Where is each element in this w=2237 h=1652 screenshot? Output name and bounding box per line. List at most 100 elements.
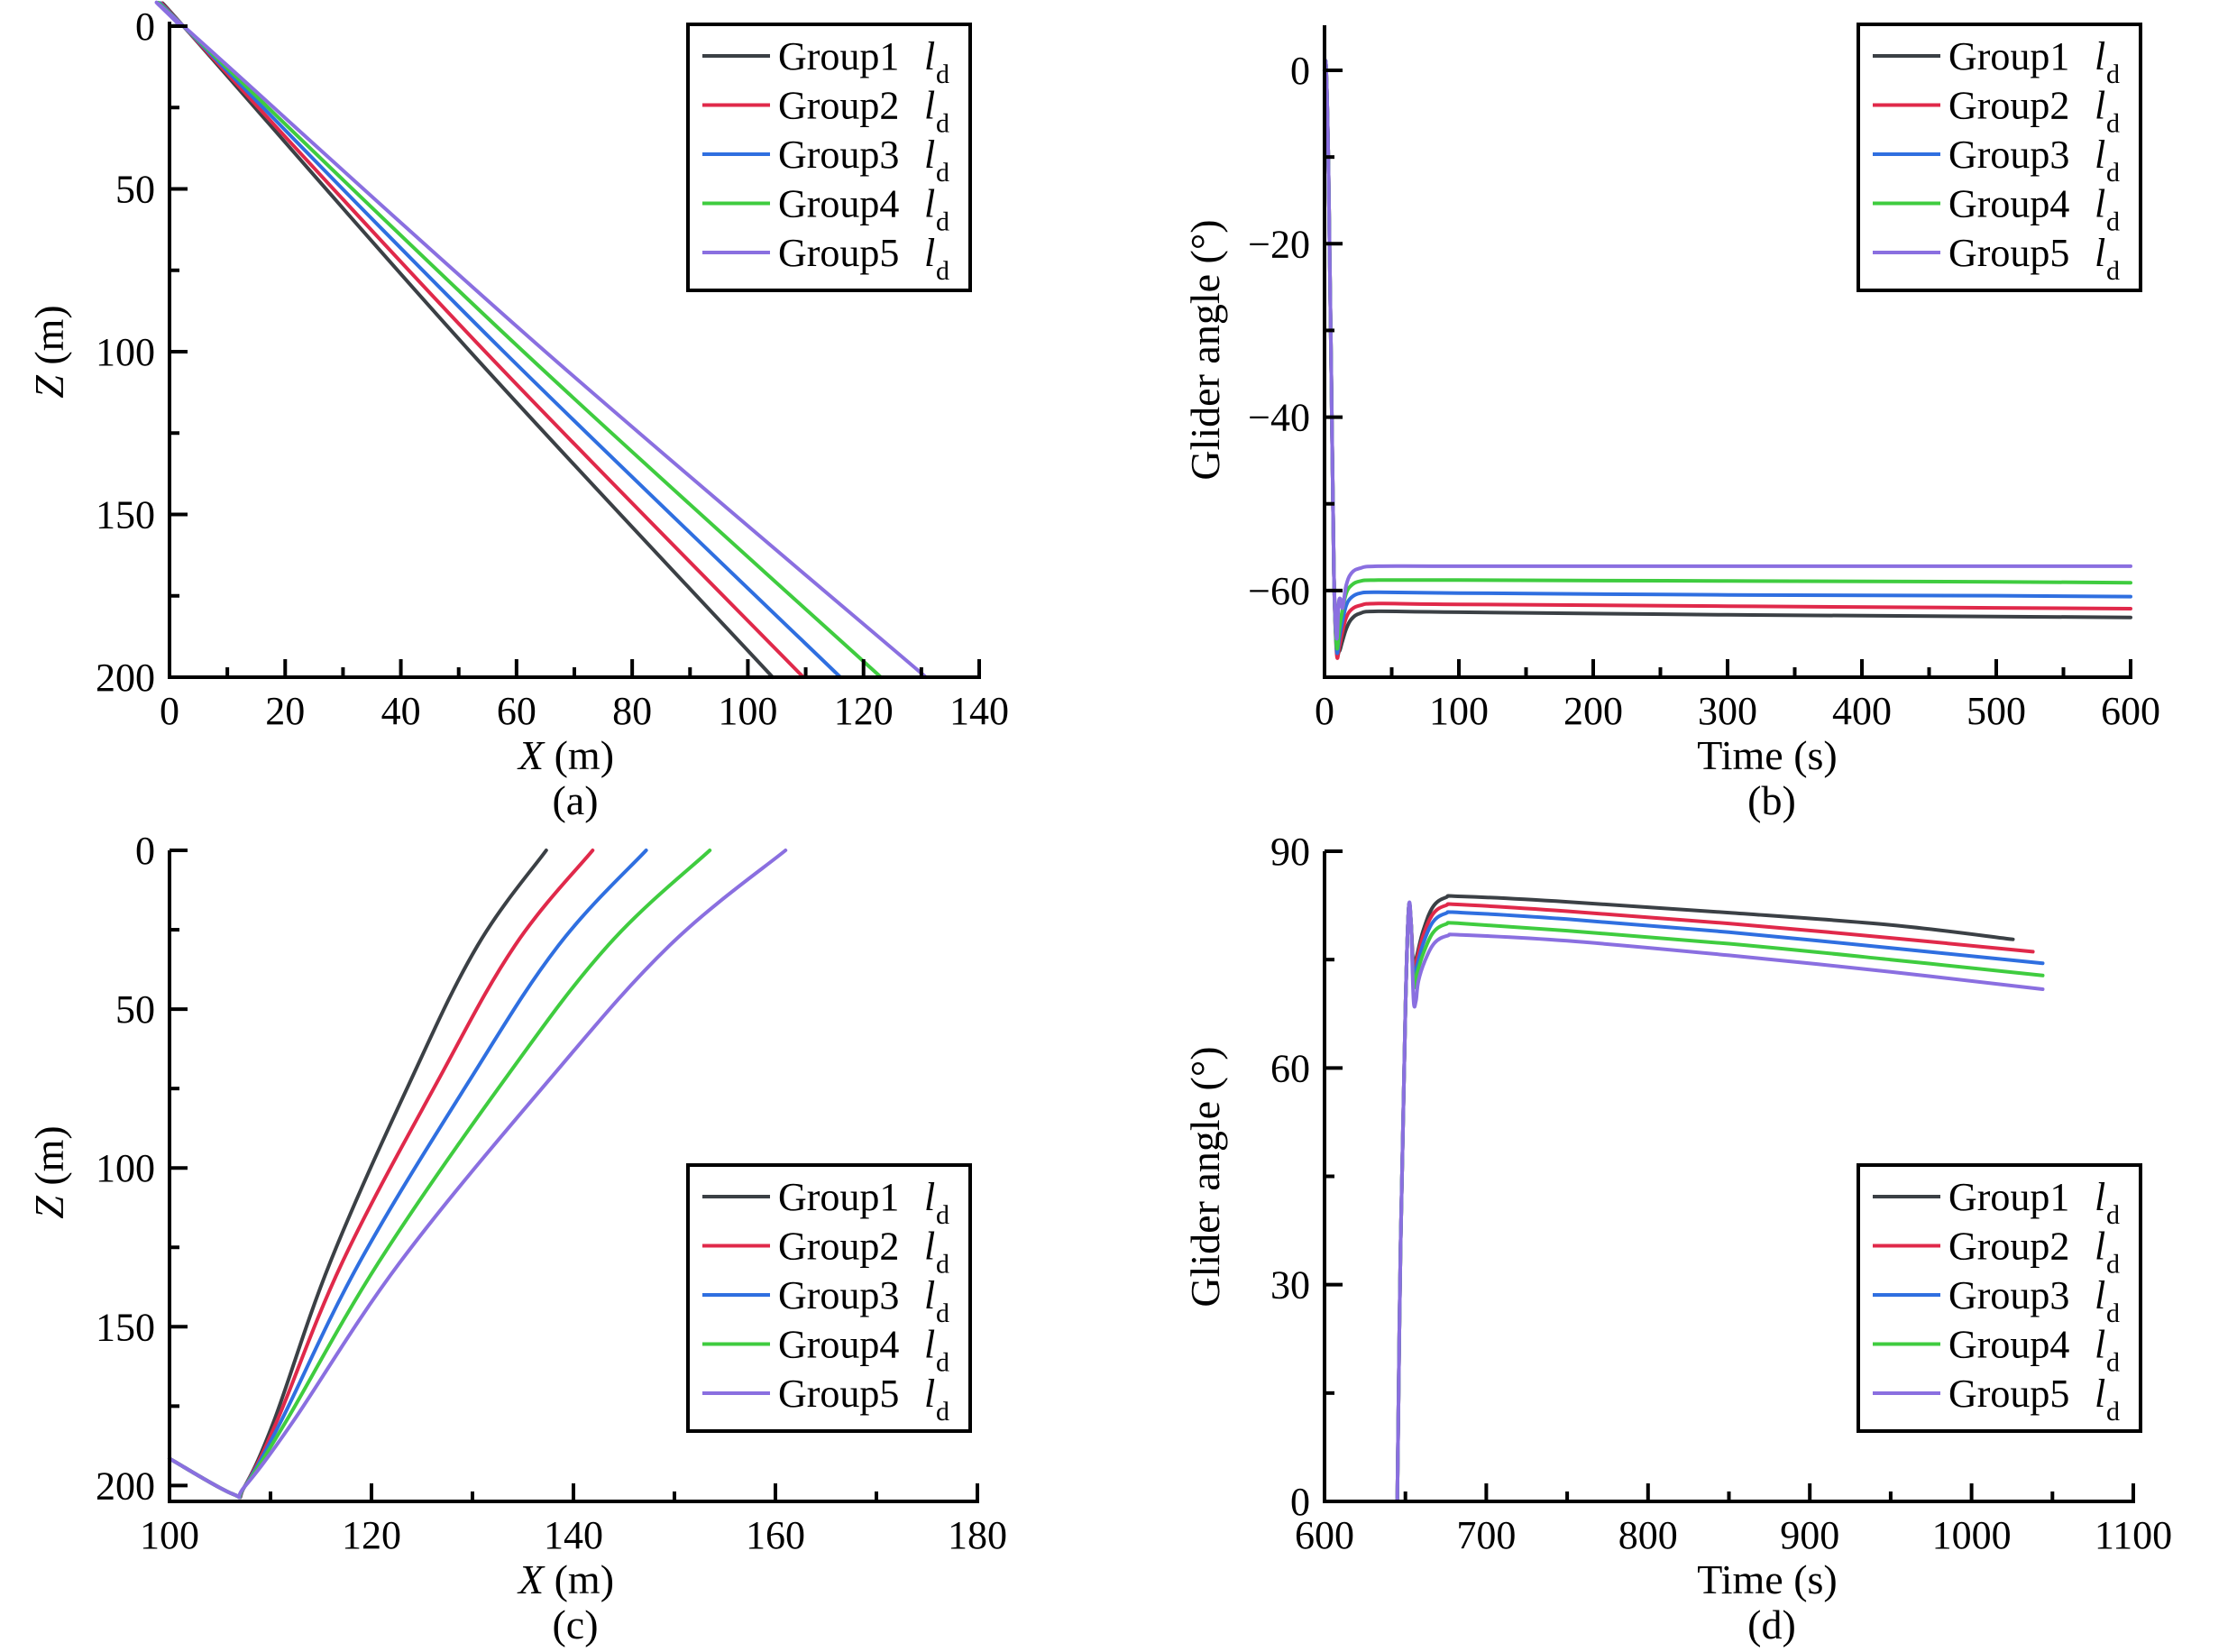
- legend-subscript: d: [936, 1250, 949, 1280]
- legend-item-group4: Group4 l d: [1873, 1323, 2120, 1378]
- x-tick-label: 100: [1429, 689, 1489, 733]
- x-tick-label: 40: [381, 689, 421, 733]
- legend-item-group2: Group2 l d: [1873, 84, 2120, 139]
- y-tick-label: 50: [115, 168, 155, 212]
- legend-label: Group3: [1948, 1273, 2069, 1317]
- y-tick-label: 30: [1270, 1263, 1310, 1308]
- x-tick-label: 1100: [2095, 1513, 2172, 1557]
- y-axis-variable: Z: [26, 1196, 72, 1219]
- y-tick-label: 200: [96, 656, 155, 700]
- series-group: [1323, 59, 2132, 660]
- legend-item-group4: Group4 l d: [1873, 182, 2120, 237]
- x-tick-label: 100: [718, 689, 777, 733]
- y-tick-label: 0: [1290, 49, 1310, 93]
- legend-symbol: l: [924, 1175, 935, 1219]
- x-tick-label: 800: [1618, 1513, 1678, 1557]
- legend-symbol: l: [924, 84, 935, 128]
- legend-subscript: d: [936, 1299, 949, 1328]
- y-tick-label: −60: [1248, 569, 1310, 613]
- legend-subscript: d: [2106, 207, 2120, 237]
- legend-subscript: d: [936, 256, 949, 286]
- series-line-group4: [168, 849, 712, 1500]
- legend-label: Group1: [1948, 1175, 2069, 1219]
- panel-caption: (b): [1747, 777, 1796, 823]
- y-axis-unit: Glider angle (°): [1182, 219, 1228, 480]
- legend-symbol: l: [2095, 1225, 2105, 1269]
- legend-item-group2: Group2 l d: [702, 84, 949, 139]
- x-tick-label: 0: [1315, 689, 1334, 733]
- panel-caption: (d): [1747, 1602, 1796, 1647]
- legend-label: Group4: [778, 182, 899, 226]
- x-tick-label: 300: [1698, 689, 1757, 733]
- legend-label: Group4: [778, 1323, 899, 1367]
- x-axis-variable: X: [517, 732, 545, 778]
- y-tick-label: 50: [115, 987, 155, 1032]
- x-tick-label: 20: [265, 689, 305, 733]
- x-tick-label: 500: [1967, 689, 2026, 733]
- legend-subscript: d: [2106, 256, 2120, 286]
- legend-label: Group2: [1948, 84, 2069, 128]
- x-axis-title: X (m): [517, 1556, 614, 1602]
- legend-symbol: l: [2095, 1175, 2105, 1219]
- legend-subscript: d: [936, 1200, 949, 1230]
- panel-b-glider-angle-descent: 0 100 200 300 400 500 600 0 −20 −40 −60 Time (s) Gli…: [1182, 23, 2160, 823]
- legend-item-group5: Group5 l d: [702, 231, 949, 286]
- legend-item-group3: Group3 l d: [702, 133, 949, 188]
- y-tick-label: 200: [96, 1464, 155, 1508]
- legend-item-group3: Group3 l d: [1873, 1273, 2120, 1328]
- series-line-group3: [168, 849, 648, 1500]
- legend-subscript: d: [936, 60, 949, 89]
- legend-symbol: l: [924, 133, 935, 177]
- legend-item-group5: Group5 l d: [702, 1372, 949, 1427]
- legend-symbol: l: [2095, 133, 2105, 177]
- x-tick-label: 120: [834, 689, 894, 733]
- y-tick-label: 60: [1270, 1046, 1310, 1090]
- legend-label: Group2: [778, 84, 899, 128]
- legend-symbol: l: [924, 1273, 935, 1317]
- y-axis-title: Z (m): [26, 305, 72, 399]
- legend-item-group2: Group2 l d: [702, 1225, 949, 1280]
- legend-item-group4: Group4 l d: [702, 1323, 949, 1378]
- series-group: [154, 0, 928, 679]
- x-tick-label: 600: [2101, 689, 2160, 733]
- legend-symbol: l: [2095, 182, 2105, 226]
- legend-subscript: d: [2106, 1250, 2120, 1280]
- legend-label: Group3: [778, 1273, 899, 1317]
- y-tick-label: 0: [135, 5, 155, 49]
- panel-caption: (c): [552, 1602, 598, 1647]
- x-axis-unit: Time (s): [1697, 732, 1838, 778]
- legend-label: Group3: [1948, 133, 2069, 177]
- x-tick-label: 60: [497, 689, 536, 733]
- legend-symbol: l: [2095, 84, 2105, 128]
- x-tick-label: 160: [746, 1513, 805, 1557]
- legend-item-group3: Group3 l d: [1873, 133, 2120, 188]
- legend-item-group1: Group1 l d: [1873, 1175, 2120, 1230]
- legend-subscript: d: [936, 1397, 949, 1427]
- legend-label: Group4: [1948, 182, 2069, 226]
- legend-symbol: l: [924, 1323, 935, 1367]
- legend-symbol: l: [2095, 34, 2105, 78]
- legend-subscript: d: [2106, 1200, 2120, 1230]
- y-tick-label: 0: [135, 829, 155, 873]
- legend-symbol: l: [924, 182, 935, 226]
- legend-item-group4: Group4 l d: [702, 182, 949, 237]
- y-axis-title: Glider angle (°): [1182, 219, 1228, 480]
- x-axis-title: Time (s): [1697, 732, 1838, 778]
- legend-label: Group2: [778, 1225, 899, 1269]
- legend-subscript: d: [936, 109, 949, 139]
- series-line-group5: [1395, 900, 2045, 1503]
- x-tick-label: 900: [1780, 1513, 1839, 1557]
- x-tick-label: 100: [140, 1513, 199, 1557]
- legend-item-group1: Group1 l d: [1873, 34, 2120, 89]
- x-tick-label: 180: [948, 1513, 1007, 1557]
- x-tick-label: 80: [612, 689, 652, 733]
- y-tick-label: −20: [1248, 222, 1310, 266]
- legend-subscript: d: [936, 1348, 949, 1378]
- series-line-group5: [168, 849, 788, 1500]
- y-axis-unit: Glider angle (°): [1182, 1046, 1228, 1307]
